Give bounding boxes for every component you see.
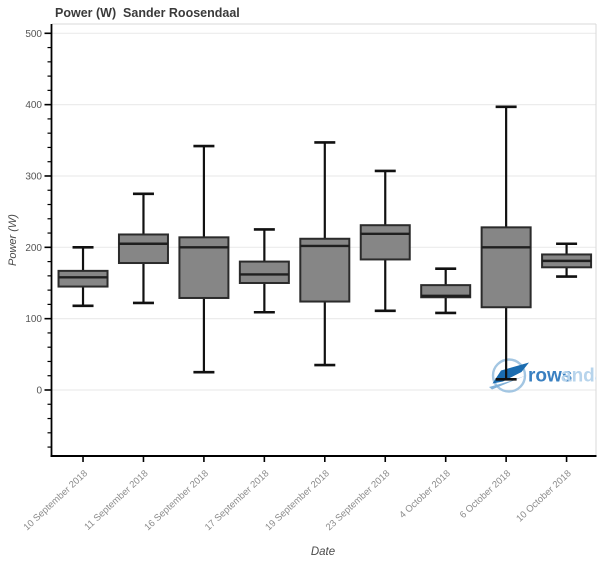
box-group	[238, 228, 290, 314]
box[interactable]	[117, 233, 169, 265]
box[interactable]	[359, 224, 411, 261]
chart-title: Power (W) Sander Roosendaal	[55, 6, 240, 20]
x-tick-label: 6 October 2018	[458, 468, 513, 521]
y-tick-label: 500	[25, 29, 42, 40]
x-tick-label: 23 September 2018	[324, 468, 393, 533]
logo-circle-icon	[491, 358, 527, 393]
box[interactable]	[480, 226, 532, 309]
box-group	[117, 192, 169, 305]
box-group	[57, 246, 109, 308]
x-axis-label: Date	[310, 546, 336, 558]
box-group	[299, 141, 351, 367]
y-tick-label: 200	[25, 243, 42, 254]
box[interactable]	[299, 237, 351, 303]
x-tick-label: 19 September 2018	[263, 468, 332, 533]
x-tick-label: 10 September 2018	[22, 468, 91, 533]
box-group	[420, 267, 472, 315]
box-group	[359, 169, 411, 313]
box-group	[541, 242, 593, 278]
y-tick-label: 0	[36, 386, 42, 397]
box[interactable]	[238, 260, 290, 284]
x-tick-label: 17 September 2018	[203, 468, 272, 533]
x-tick-label: 10 October 2018	[514, 468, 573, 524]
logo-text: rows	[528, 366, 572, 387]
box[interactable]	[420, 284, 472, 299]
box[interactable]	[57, 269, 109, 288]
y-tick-label: 100	[25, 314, 42, 325]
x-tick-label: 11 September 2018	[82, 468, 150, 532]
y-axis-label: Power (W)	[7, 214, 19, 266]
x-tick-label: 16 September 2018	[142, 468, 211, 533]
y-tick-label: 300	[25, 171, 42, 182]
box-group	[480, 105, 532, 381]
y-tick-label: 400	[25, 100, 42, 111]
logo-boat-accent-icon	[489, 375, 526, 390]
x-tick-label: 4 October 2018	[397, 468, 452, 521]
box-group	[178, 144, 230, 374]
logo-text-light: andall	[561, 366, 600, 387]
